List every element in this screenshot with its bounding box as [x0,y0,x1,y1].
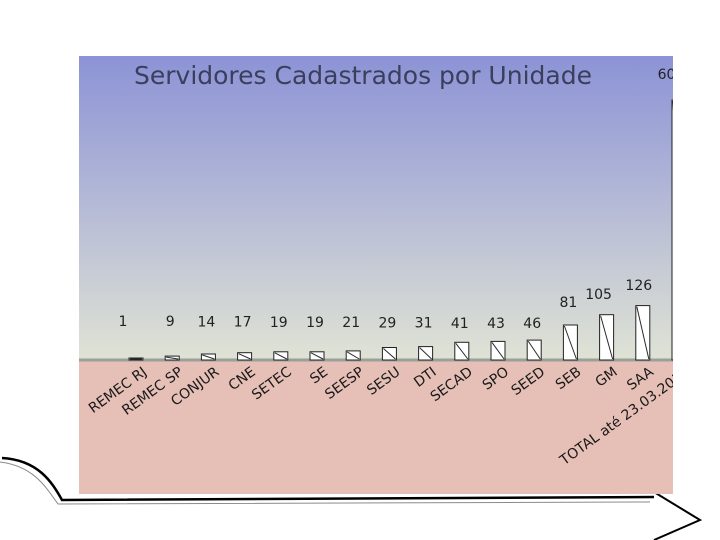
value-label-se: 19 [306,315,324,331]
value-label-dti: 31 [415,316,433,332]
bar-shade-spo [491,342,505,360]
chart-title: Servidores Cadastrados por Unidade [134,61,592,90]
value-label-seesp: 21 [342,315,360,331]
value-label-remec-sp: 9 [166,314,175,330]
value-label-setec: 19 [270,315,288,331]
value-label-saa: 126 [625,278,652,294]
value-label-secad: 41 [451,316,469,332]
bar-shade-se [310,352,324,360]
value-label-cne: 17 [234,315,252,331]
bar-shade-cne [238,353,251,360]
plot-floor [79,360,673,494]
bar-shade-seb [563,325,577,360]
value-label-seed: 46 [523,316,541,332]
bar-shade-remec-sp [166,356,179,360]
value-label-sesu: 29 [378,315,396,331]
bar-shade-seed [527,340,541,360]
value-label-total-at-23-03-2010: 602 [658,67,673,83]
plot-background [79,56,673,360]
value-label-spo: 43 [487,316,505,332]
bar-shade-secad [455,342,469,360]
bar-shade-conjur [202,354,215,360]
value-label-seb: 81 [559,295,577,311]
bar-chart: Servidores Cadastrados por Unidade 1REME… [79,56,673,494]
value-label-conjur: 14 [197,314,215,330]
value-label-remec-rj: 1 [119,314,128,330]
bar-shade-setec [274,352,288,360]
value-label-gm: 105 [585,287,612,303]
chart-frame: Servidores Cadastrados por Unidade 1 REME… [79,56,673,494]
bar-shade-gm [600,315,614,360]
bar-shade-dti [419,347,432,360]
bar-total-at-23-03-2010 [671,99,673,361]
bar-shade-saa [636,306,650,360]
bar-shade-seesp [346,351,360,360]
bar-shade-sesu [383,348,396,360]
